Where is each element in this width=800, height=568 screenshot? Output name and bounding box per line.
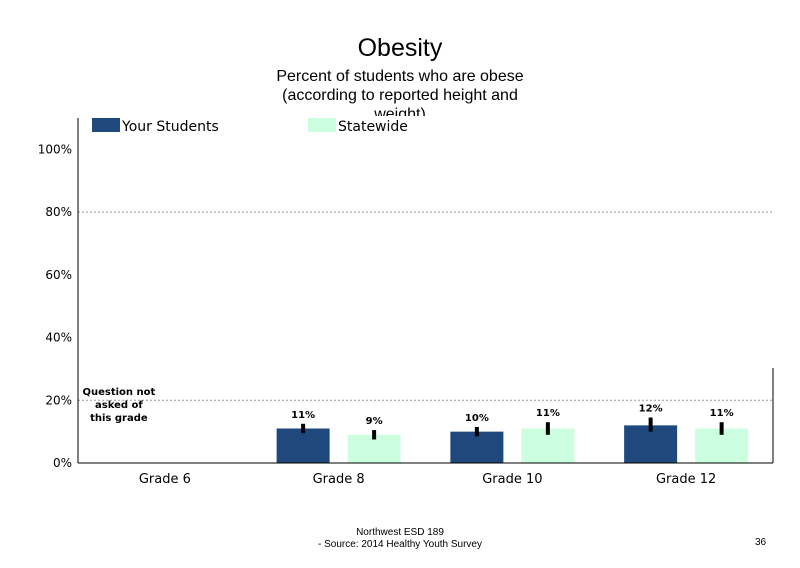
- x-tick-label: Grade 8: [313, 472, 365, 487]
- data-label: 11%: [291, 410, 315, 421]
- page-number: 36: [755, 537, 767, 548]
- x-tick-label: Grade 6: [139, 472, 191, 487]
- bar-your-students-grade-8: [276, 428, 330, 463]
- subtitle-line-3: weight): [374, 106, 426, 116]
- y-tick-label: 80%: [45, 205, 72, 219]
- y-tick-label: 60%: [45, 268, 72, 282]
- data-label: 10%: [465, 413, 489, 424]
- data-label: 11%: [710, 408, 734, 419]
- x-tick-label: Grade 10: [482, 472, 542, 487]
- legend-label-statewide: Statewide: [338, 119, 408, 135]
- legend-swatch-your-students: [92, 118, 120, 132]
- chart-subtitle: Percent of students who are obese (accor…: [260, 67, 540, 116]
- data-label: 9%: [366, 416, 383, 427]
- data-label: 12%: [639, 404, 663, 415]
- bar-your-students-grade-12: [624, 425, 678, 463]
- legend-swatch-statewide: [308, 118, 336, 132]
- annotation-line: this grade: [90, 413, 148, 424]
- annotation-line: Question not: [82, 387, 155, 398]
- footer: Northwest ESD 189 - Source: 2014 Healthy…: [0, 527, 800, 551]
- footer-source: - Source: 2014 Healthy Youth Survey: [318, 539, 482, 550]
- y-tick-label: 100%: [38, 142, 72, 156]
- annotation-line: asked of: [95, 400, 143, 411]
- subtitle-line-2: (according to reported height and: [282, 87, 518, 104]
- bar-your-students-grade-10: [450, 431, 504, 463]
- footer-org: Northwest ESD 189: [356, 527, 444, 538]
- x-tick-label: Grade 12: [656, 472, 716, 487]
- bar-statewide-grade-8: [347, 434, 401, 463]
- y-tick-label: 20%: [45, 393, 72, 407]
- y-tick-label: 0%: [53, 456, 72, 470]
- y-tick-label: 40%: [45, 331, 72, 345]
- subtitle-line-1: Percent of students who are obese: [276, 68, 524, 85]
- legend-label-your-students: Your Students: [121, 119, 219, 135]
- data-label: 11%: [536, 408, 560, 419]
- subtitle-clip: Percent of students who are obese (accor…: [0, 0, 800, 116]
- chart-title: Obesity: [357, 34, 443, 62]
